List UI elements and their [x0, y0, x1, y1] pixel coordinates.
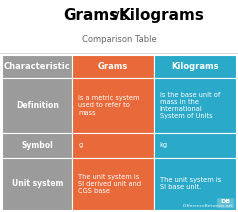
- Text: DifferenceBetween.net: DifferenceBetween.net: [183, 204, 233, 208]
- Text: kg: kg: [160, 142, 168, 148]
- Bar: [154, 55, 236, 78]
- Text: Symbol: Symbol: [21, 141, 53, 150]
- Bar: [154, 132, 236, 158]
- Text: Definition: Definition: [16, 101, 59, 110]
- Text: Grams: Grams: [64, 8, 119, 23]
- Text: Grams: Grams: [98, 62, 128, 71]
- Text: Is a metric system
used to refer to
mass: Is a metric system used to refer to mass: [78, 95, 140, 116]
- Text: g: g: [78, 142, 82, 148]
- Text: The unit system is
SI base unit.: The unit system is SI base unit.: [160, 177, 221, 190]
- Text: The unit system is
SI derived unit and
CGS base: The unit system is SI derived unit and C…: [78, 173, 141, 194]
- Text: Is the base unit of
mass in the
International
System of Units: Is the base unit of mass in the Internat…: [160, 92, 220, 119]
- Bar: [72, 158, 154, 210]
- Bar: [154, 78, 236, 132]
- Bar: [2, 78, 72, 132]
- Text: DB: DB: [221, 199, 231, 204]
- Text: Characteristic: Characteristic: [4, 62, 71, 71]
- FancyBboxPatch shape: [217, 198, 234, 208]
- Bar: [154, 158, 236, 210]
- Text: Kilograms: Kilograms: [119, 8, 205, 23]
- Text: Kilograms: Kilograms: [171, 62, 218, 71]
- Text: vs: vs: [106, 8, 132, 23]
- Bar: [72, 78, 154, 132]
- Bar: [2, 132, 72, 158]
- Bar: [72, 132, 154, 158]
- Bar: [2, 55, 72, 78]
- Text: Unit system: Unit system: [12, 179, 63, 188]
- Bar: [72, 55, 154, 78]
- Text: Comparison Table: Comparison Table: [82, 35, 156, 44]
- Bar: [2, 158, 72, 210]
